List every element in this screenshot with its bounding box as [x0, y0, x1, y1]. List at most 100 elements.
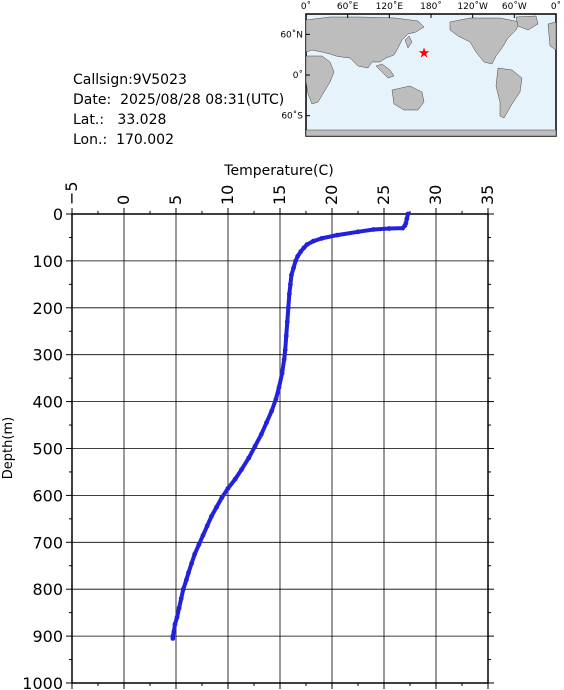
profile-point	[284, 319, 290, 325]
land-southeast-asia	[375, 63, 395, 79]
x-tick-label: 10	[218, 185, 237, 205]
lon-label: Lon.:	[73, 132, 108, 148]
map-lon-label: 180˚	[420, 1, 442, 12]
y-tick-label: 900	[32, 627, 63, 646]
profile-point	[252, 443, 258, 449]
land-europe-west	[547, 21, 557, 51]
y-tick-label: 400	[32, 393, 63, 412]
x-tick-label: 20	[322, 185, 341, 205]
x-tick-label: 25	[374, 185, 393, 205]
x-tick-label: −5	[62, 181, 81, 205]
profile-point	[180, 586, 186, 592]
land-africa	[305, 55, 335, 105]
y-axis-label: Depth(m)	[1, 417, 16, 479]
lat-row: Lat.: 33.028	[73, 110, 284, 130]
profile-point	[225, 485, 231, 491]
profile-point	[310, 238, 316, 244]
date-value: 2025/08/28 08:31(UTC)	[120, 92, 285, 108]
lat-label: Lat.:	[73, 112, 105, 128]
y-tick-label: 1000	[22, 674, 63, 690]
profile-point	[258, 432, 264, 437]
profile-point	[269, 408, 275, 414]
x-tick-label: 30	[426, 185, 445, 205]
profile-point	[286, 291, 292, 297]
profile-point	[334, 232, 340, 238]
profile-point	[264, 420, 269, 426]
profile-point	[176, 605, 182, 611]
profile-point	[386, 226, 392, 231]
profile-point	[304, 242, 310, 247]
profile-point	[276, 385, 282, 390]
profile-point	[171, 629, 177, 634]
profile-point	[400, 225, 406, 231]
profile-point	[282, 347, 288, 353]
map-lat-label: 60˚S	[281, 111, 303, 122]
map-lon-label: 120˚W	[457, 1, 488, 12]
map-lon-label: 60˚E	[337, 1, 359, 12]
x-axis-label: Temperature(C)	[223, 163, 333, 179]
land-greenland	[515, 15, 539, 31]
map-land	[305, 15, 557, 137]
profile-point	[285, 305, 291, 311]
y-tick-label: 200	[32, 299, 63, 318]
y-tick-label: 0	[53, 205, 63, 224]
lon-value: 170.002	[116, 132, 174, 148]
date-label: Date:	[73, 92, 112, 108]
profile-point	[405, 211, 411, 217]
chart-grid	[71, 213, 489, 684]
x-tick-label: 0	[114, 195, 133, 205]
land-australia	[391, 85, 425, 111]
profile-point	[189, 561, 195, 566]
profile-point	[355, 229, 361, 235]
y-tick-label: 300	[32, 346, 63, 365]
profile-point	[371, 227, 376, 232]
map-lon-ticks: 0˚ 60˚E 120˚E 180˚ 120˚W 60˚W 0˚	[301, 1, 561, 18]
profile-line	[170, 212, 410, 641]
profile-point	[281, 356, 287, 362]
profile-point	[214, 504, 219, 510]
profile-point	[196, 542, 202, 548]
lon-row: Lon.: 170.002	[73, 130, 284, 150]
x-ticks: −5 0 5 10 15 20 25 30 35	[62, 181, 497, 689]
y-tick-label: 500	[32, 440, 63, 459]
profile-point	[279, 371, 285, 376]
profile-point	[174, 614, 180, 620]
profile-point	[291, 265, 296, 271]
profile-point	[301, 245, 307, 251]
profile-point	[288, 281, 293, 287]
land-antarctica	[305, 129, 557, 137]
callsign-text: Callsign:9V5023	[73, 72, 187, 88]
y-ticks: 0 100 200 300 400 500 600 700 800 900 1000	[22, 205, 494, 690]
profile-point	[273, 396, 279, 402]
profile-point	[170, 636, 176, 641]
y-tick-label: 700	[32, 533, 63, 552]
map-lat-ticks: 60˚N 0˚ 60˚S	[280, 29, 310, 122]
map-lat-label: 0˚	[293, 70, 303, 81]
profile-point	[293, 258, 298, 264]
profile-point	[298, 249, 304, 254]
land-north-america	[449, 17, 521, 65]
profile-point	[283, 333, 289, 339]
profile-point	[172, 621, 178, 627]
profile-point	[289, 272, 294, 278]
profile-point	[200, 532, 206, 538]
profile-point	[192, 551, 198, 557]
profile-series	[170, 211, 411, 641]
profile-point	[186, 570, 191, 576]
x-tick-label: 35	[478, 185, 497, 205]
profile-point	[404, 216, 410, 222]
station-info: Callsign:9V5023 Date: 2025/08/28 08:31(U…	[73, 70, 284, 150]
map-lat-label: 60˚N	[280, 29, 303, 40]
x-tick-label: 5	[166, 195, 185, 205]
world-map: 0˚ 60˚E 120˚E 180˚ 120˚W 60˚W 0˚ 60˚N 0˚ 60˚S ★	[280, 1, 561, 137]
y-tick-label: 100	[32, 252, 63, 271]
map-lon-label: 0˚	[301, 1, 311, 12]
marker-star: ★	[418, 46, 431, 62]
profile-point	[178, 596, 184, 601]
profile-point	[208, 514, 214, 519]
x-tick-label: 15	[270, 185, 289, 205]
profile-point	[232, 476, 238, 482]
lat-value: 33.028	[117, 112, 167, 128]
profile-point	[319, 235, 324, 241]
